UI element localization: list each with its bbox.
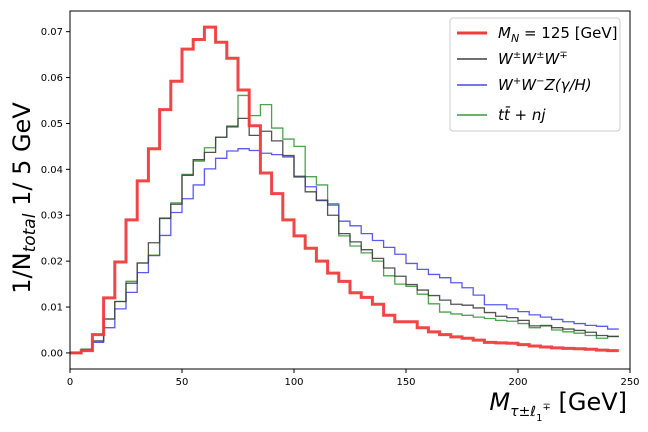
series-www-step bbox=[70, 117, 619, 354]
x-tick-label: 150 bbox=[396, 377, 415, 388]
x-tick-label: 50 bbox=[176, 377, 189, 388]
y-tick-label: 0.03 bbox=[41, 211, 63, 222]
legend-label: tt̄ + nj bbox=[498, 105, 546, 124]
legend-label: MN = 125 [GeV] bbox=[498, 24, 618, 45]
x-axis: 0 50 100 150 200 250 bbox=[67, 369, 640, 388]
x-tick-label: 0 bbox=[67, 377, 73, 388]
y-tick-label: 0.07 bbox=[41, 27, 63, 38]
x-tick-label: 100 bbox=[284, 377, 303, 388]
legend: MN = 125 [GeV] W±W±W∓ W+W−Z(γ/H) tt̄ + n… bbox=[449, 17, 621, 132]
plot-frame bbox=[69, 10, 631, 370]
x-tick-label: 200 bbox=[508, 377, 527, 388]
series-mn125-step bbox=[70, 25, 619, 355]
legend-label: W+W−Z(γ/H) bbox=[498, 76, 592, 94]
y-tick-label: 0.04 bbox=[41, 165, 63, 176]
x-tick-label: 250 bbox=[620, 377, 639, 388]
legend-entry-ttbar: tt̄ + nj bbox=[457, 105, 546, 124]
legend-label: W±W±W∓ bbox=[498, 50, 568, 68]
y-tick-label: 0.00 bbox=[41, 348, 63, 359]
legend-entry-wwz: W+W−Z(γ/H) bbox=[457, 76, 592, 94]
legend-entry-mn125: MN = 125 [GeV] bbox=[457, 24, 618, 45]
y-tick-label: 0.06 bbox=[41, 73, 63, 84]
y-tick-label: 0.05 bbox=[41, 119, 63, 130]
y-axis: 0.00 0.01 0.02 0.03 0.04 0.05 0.06 0.07 bbox=[41, 27, 70, 359]
x-axis-label: Mτ±ℓ1∓ [GeV] bbox=[489, 388, 627, 424]
y-tick-label: 0.02 bbox=[41, 257, 63, 268]
y-axis-label: 1/Ntotal 1/ 5 GeV bbox=[8, 102, 40, 294]
y-tick-label: 0.01 bbox=[41, 303, 63, 314]
legend-box bbox=[449, 17, 621, 132]
series-layer bbox=[70, 25, 619, 355]
